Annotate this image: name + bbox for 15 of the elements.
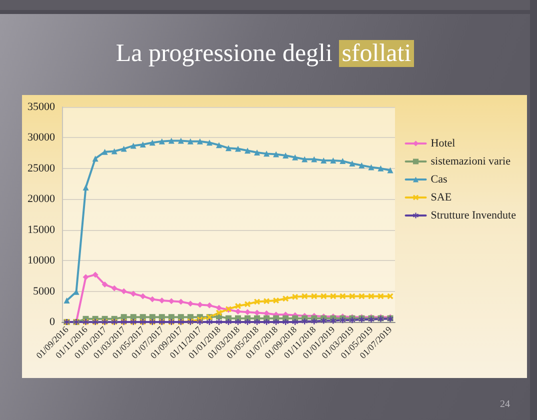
y-tick-label: 5000: [33, 285, 56, 298]
y-tick-label: 35000: [28, 101, 56, 113]
legend-label: Strutture Invendute: [430, 210, 516, 222]
legend-label: Cas: [430, 174, 448, 186]
y-tick-label: 0: [50, 316, 56, 328]
legend-label: SAE: [430, 192, 452, 204]
legend-label: Hotel: [430, 138, 456, 150]
y-tick-label: 20000: [28, 193, 56, 206]
legend-label: sistemazioni varie: [430, 156, 511, 168]
chart-title: La progressione degli sfollati: [114, 39, 412, 69]
text: 24: [500, 399, 510, 410]
y-tick-label: 25000: [28, 162, 56, 174]
y-tick-label: 10000: [28, 254, 56, 267]
y-tick-label: 30000: [28, 132, 56, 144]
y-tick-label: 15000: [28, 224, 56, 236]
